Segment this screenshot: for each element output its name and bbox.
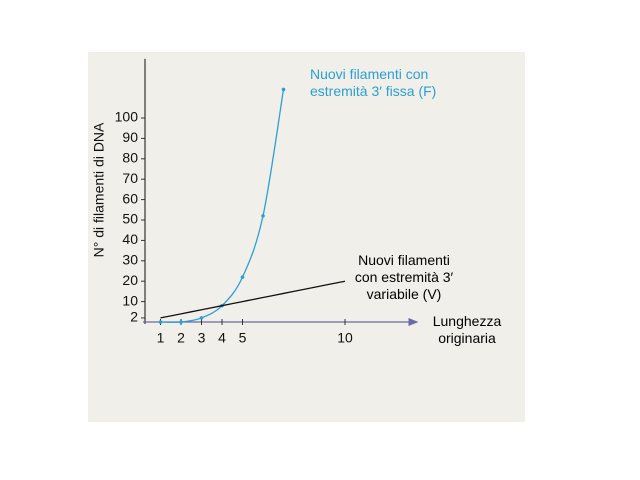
x-axis-arrow <box>408 318 419 326</box>
y-tick-label: 100 <box>115 109 139 125</box>
y-tick-label: 60 <box>122 190 138 206</box>
x-axis-label: Lunghezza originaria <box>432 313 502 346</box>
data-point <box>281 87 286 92</box>
y-tick-label: 2 <box>130 309 138 325</box>
x-tick-label: 10 <box>337 330 353 346</box>
series-line <box>160 280 346 319</box>
x-tick-label: 5 <box>239 330 247 346</box>
data-point <box>179 320 183 324</box>
y-tick-label: 10 <box>122 292 138 308</box>
y-tick-label: 20 <box>122 272 138 288</box>
series-label: Nuovi filamenti con estremità 3′ fissa (… <box>310 66 437 99</box>
y-tick-label: 50 <box>122 211 138 227</box>
y-tick-label: 70 <box>122 170 138 186</box>
y-tick-label: 80 <box>122 150 138 166</box>
y-axis-label: N° di filamenti di DNA <box>91 122 107 257</box>
x-tick-label: 1 <box>157 330 165 346</box>
data-point <box>199 316 204 320</box>
x-tick-label: 2 <box>177 330 185 346</box>
y-tick-label: 40 <box>122 231 138 247</box>
x-tick-label: 4 <box>218 330 226 346</box>
data-point <box>261 214 265 218</box>
x-tick-label: 3 <box>198 330 206 346</box>
paper <box>88 52 525 422</box>
y-tick-label: 90 <box>122 129 138 145</box>
data-point <box>158 320 163 324</box>
data-point <box>240 275 245 279</box>
series-label: Nuovi filamenti con estremità 3′ variabi… <box>354 252 454 302</box>
y-tick-label: 30 <box>122 252 138 268</box>
